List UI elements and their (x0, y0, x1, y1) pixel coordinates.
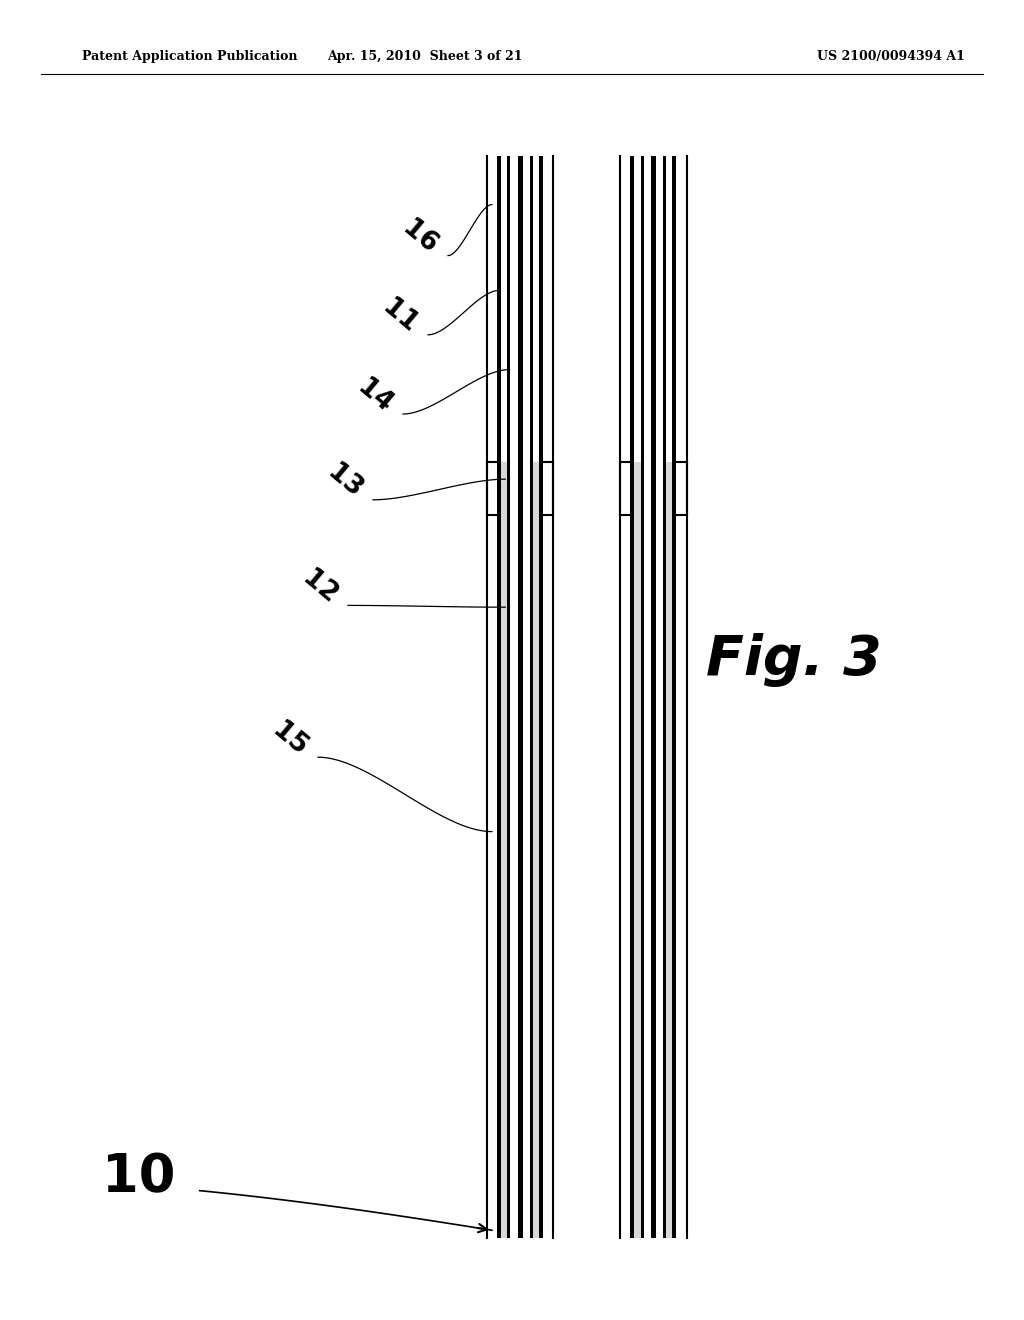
Text: US 2100/0094394 A1: US 2100/0094394 A1 (817, 50, 965, 63)
Text: 13: 13 (323, 459, 368, 504)
Bar (664, 156, 666, 1238)
Text: Patent Application Publication: Patent Application Publication (82, 50, 297, 63)
Bar (621, 156, 631, 462)
Bar (543, 156, 553, 462)
Text: Fig. 3: Fig. 3 (706, 634, 882, 686)
Bar (641, 156, 644, 1238)
Bar (676, 462, 686, 515)
Bar (487, 156, 553, 1238)
Bar (621, 515, 631, 1238)
Bar (543, 462, 553, 515)
Bar (666, 156, 672, 462)
Text: 15: 15 (267, 717, 312, 762)
Bar (530, 156, 532, 1238)
Bar (635, 462, 641, 1238)
Bar (508, 156, 511, 1238)
Bar (621, 462, 631, 515)
Bar (631, 156, 635, 1238)
Bar (487, 156, 498, 462)
Bar (655, 156, 664, 1238)
Bar (676, 515, 686, 1238)
Bar (532, 462, 539, 1238)
Bar (487, 515, 498, 1238)
Text: 12: 12 (298, 565, 342, 610)
Bar (539, 156, 543, 1238)
Bar (522, 156, 530, 1238)
Bar (543, 515, 553, 1238)
Bar (518, 156, 522, 1238)
Text: 16: 16 (397, 215, 442, 260)
Text: 11: 11 (378, 294, 423, 339)
Bar (532, 156, 539, 462)
Text: 14: 14 (352, 375, 397, 417)
Bar (651, 156, 655, 1238)
Bar (635, 156, 641, 462)
Bar (502, 462, 508, 1238)
Text: 10: 10 (101, 1151, 175, 1204)
Bar (487, 462, 498, 515)
Bar (621, 156, 686, 1238)
Bar (676, 156, 686, 462)
Bar (498, 156, 502, 1238)
Bar (644, 156, 651, 1238)
Text: Apr. 15, 2010  Sheet 3 of 21: Apr. 15, 2010 Sheet 3 of 21 (328, 50, 522, 63)
Bar (672, 156, 676, 1238)
Bar (511, 156, 518, 1238)
Bar (502, 156, 508, 462)
Bar (666, 462, 672, 1238)
